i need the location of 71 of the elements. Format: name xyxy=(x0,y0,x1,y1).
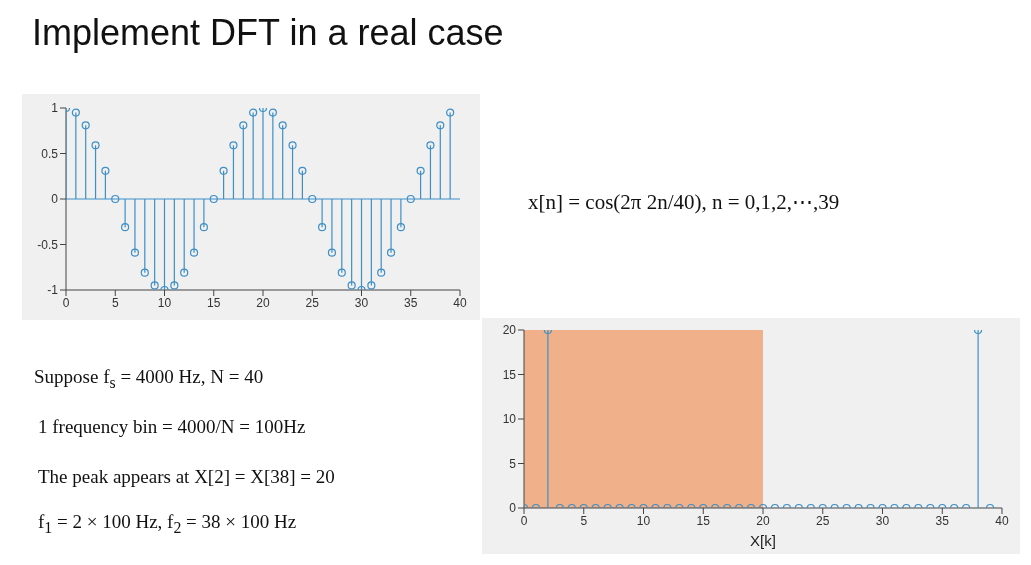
y-tick-label: -0.5 xyxy=(37,237,59,252)
y-tick-label: 0 xyxy=(509,501,517,516)
point xyxy=(150,281,159,290)
x-tick-label: 35 xyxy=(935,513,950,528)
point xyxy=(298,166,307,175)
x-tick-label: 25 xyxy=(816,513,830,528)
point xyxy=(209,194,218,204)
point xyxy=(446,108,455,117)
x-tick-label: 30 xyxy=(354,295,369,310)
y-tick-label: 0 xyxy=(51,192,59,207)
y-tick-label: 0.5 xyxy=(41,146,59,161)
text: 1 frequency bin = 4000/N = 100Hz xyxy=(38,416,306,438)
point xyxy=(170,281,179,290)
x-tick-label: 40 xyxy=(995,513,1009,528)
point xyxy=(229,141,238,150)
point xyxy=(426,141,435,150)
point xyxy=(130,248,140,257)
point xyxy=(189,248,199,257)
x-tick-label: 0 xyxy=(62,295,70,310)
point xyxy=(121,223,130,232)
x-tick-label: 35 xyxy=(404,295,418,310)
x-tick-label: 20 xyxy=(756,513,770,528)
point xyxy=(327,248,337,257)
text: Suppose f$_{s}$ = 4000 Hz, N = 40 xyxy=(34,366,264,392)
point xyxy=(249,108,258,117)
point xyxy=(318,223,327,232)
x-axis-title: X[k] xyxy=(750,532,776,549)
x-tick-label: 40 xyxy=(453,295,467,310)
point xyxy=(268,108,277,117)
point xyxy=(91,141,100,150)
point xyxy=(416,166,425,175)
y-tick-label: 15 xyxy=(502,367,517,382)
x-tick-label: 15 xyxy=(207,295,221,310)
chart-title: Implement DFT in a real case xyxy=(32,12,504,54)
y-tick-label: 1 xyxy=(51,101,59,116)
y-tick-label: -1 xyxy=(47,283,59,298)
point xyxy=(278,121,287,130)
text: The peak appears at X[2] = X[38] = 20 xyxy=(38,466,335,488)
point xyxy=(406,194,415,204)
point xyxy=(288,141,297,150)
point xyxy=(337,268,346,277)
point xyxy=(377,268,386,277)
point xyxy=(436,121,445,130)
point xyxy=(71,108,80,117)
point xyxy=(308,194,317,204)
x-tick-label: 15 xyxy=(696,513,711,528)
point xyxy=(396,223,405,232)
y-tick-label: 20 xyxy=(502,323,517,338)
x-tick-label: 5 xyxy=(580,513,588,528)
text: x[n] = cos(2π 2n/40), n = 0,1,2,⋯,39 xyxy=(528,190,840,215)
point xyxy=(239,121,248,130)
point xyxy=(111,194,120,204)
y-tick-label: 10 xyxy=(502,412,517,427)
point xyxy=(140,268,149,277)
text: f$_{1}$ = 2 × 100 Hz, f$_{2}$ = 38 × 100 Hz xyxy=(38,511,297,537)
point xyxy=(199,223,208,232)
point xyxy=(101,166,110,175)
y-tick-label: 5 xyxy=(509,456,517,471)
x-tick-label: 5 xyxy=(111,295,119,310)
x-tick-label: 20 xyxy=(256,295,270,310)
x-tick-label: 0 xyxy=(520,513,528,528)
x-tick-label: 25 xyxy=(305,295,320,310)
point xyxy=(386,248,396,257)
point xyxy=(219,166,228,175)
point xyxy=(81,121,90,130)
point xyxy=(347,281,356,290)
x-tick-label: 10 xyxy=(157,295,172,310)
point xyxy=(180,268,189,277)
x-tick-label: 10 xyxy=(636,513,651,528)
x-tick-label: 30 xyxy=(875,513,890,528)
point xyxy=(367,281,376,290)
